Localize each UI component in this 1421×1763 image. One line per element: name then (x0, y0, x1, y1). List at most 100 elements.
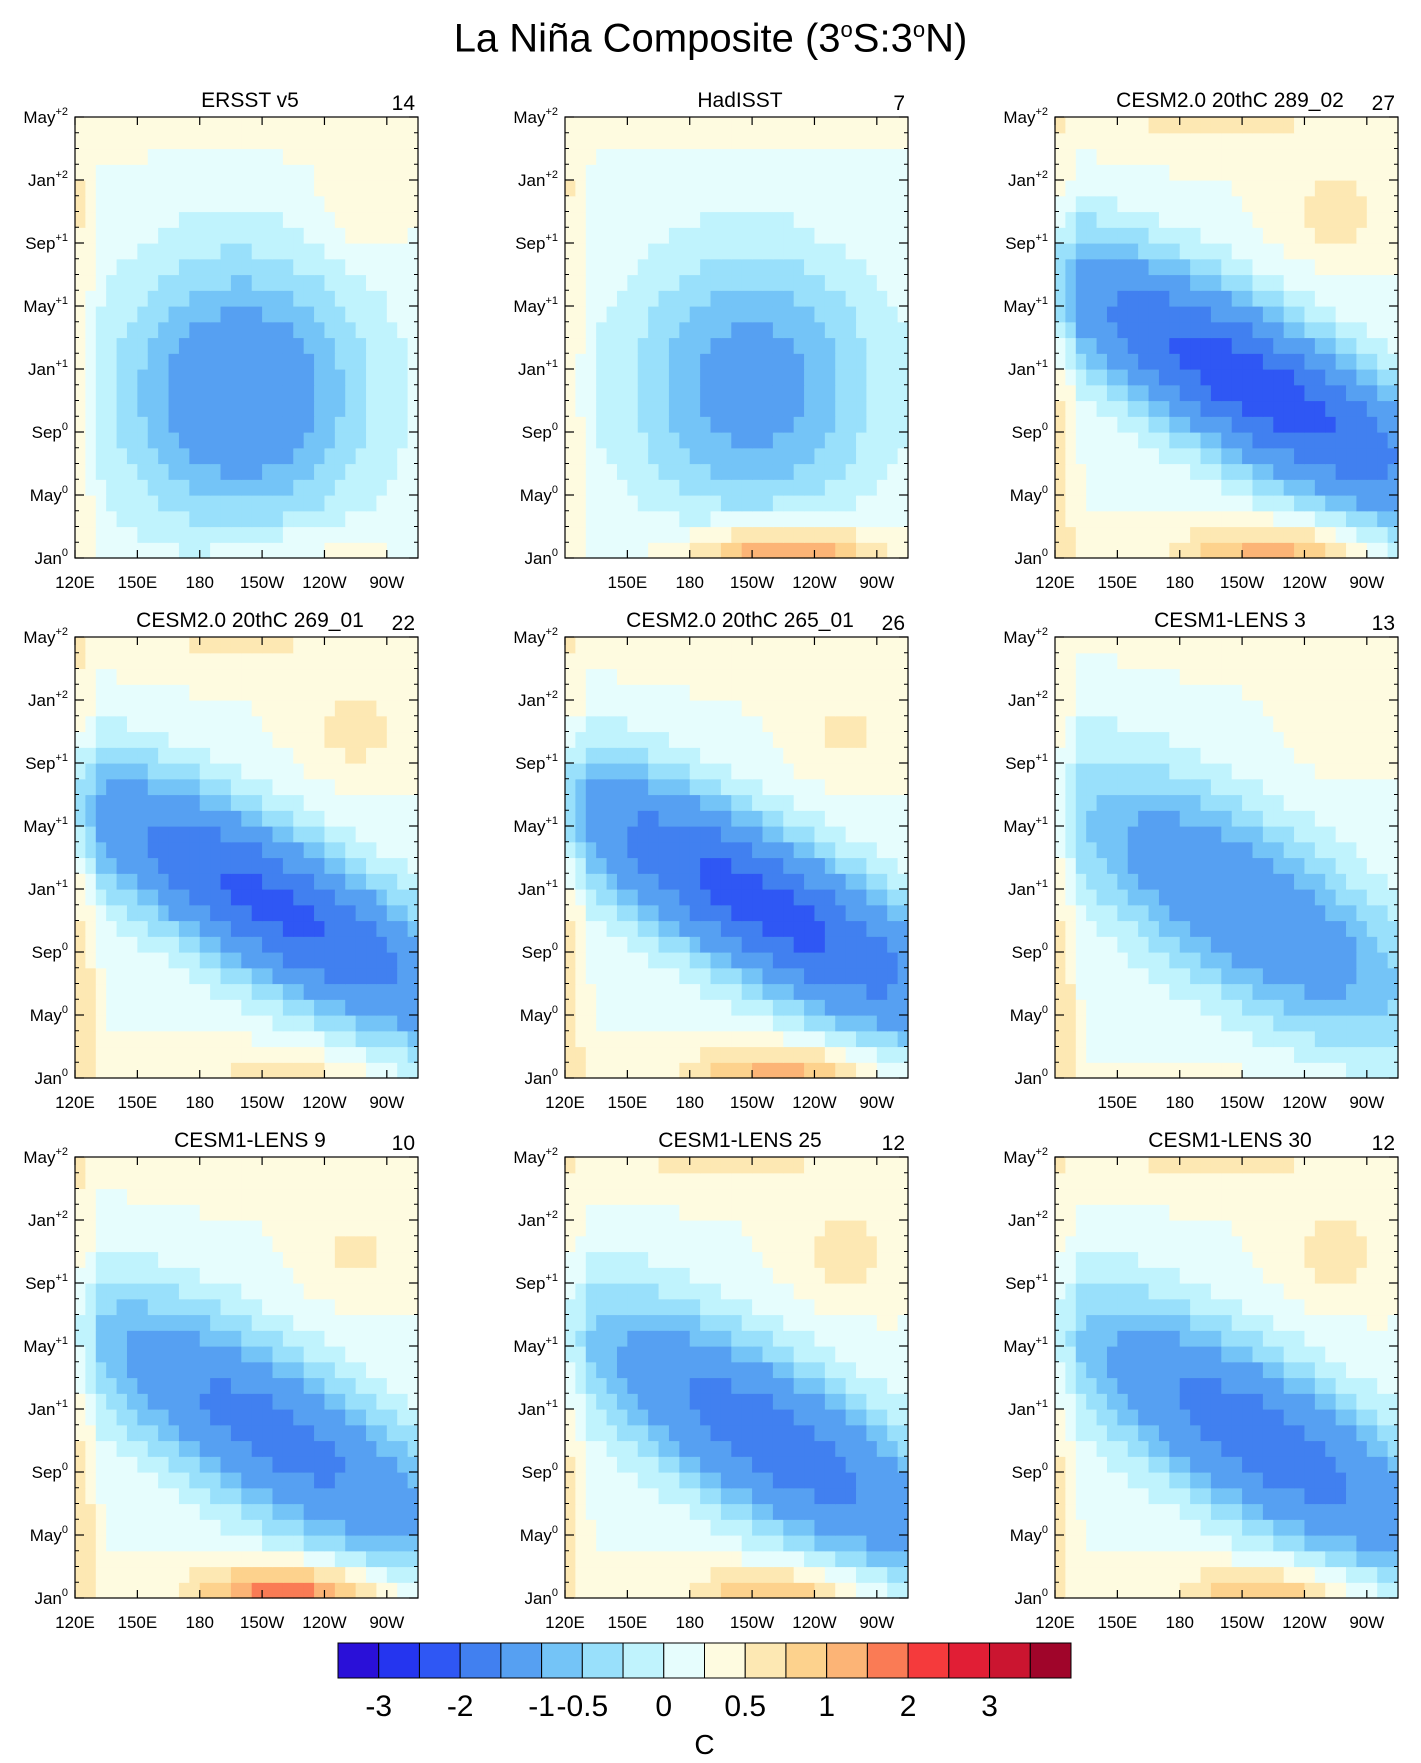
heatmap-cell (658, 841, 670, 859)
heatmap-cell (856, 1046, 868, 1063)
heatmap-cell (397, 794, 409, 811)
heatmap-cell (1106, 542, 1118, 559)
heatmap-cell (1158, 542, 1170, 559)
heatmap-cell (814, 321, 826, 339)
heatmap-cell (1387, 321, 1399, 339)
heatmap-cell (199, 778, 211, 796)
heatmap-cell (1242, 274, 1254, 291)
heatmap-cell (814, 542, 826, 559)
heatmap-cell (762, 700, 774, 717)
heatmap-cell (178, 274, 190, 291)
heatmap-cell (876, 211, 888, 228)
heatmap-cell (824, 180, 836, 197)
heatmap-cell (1356, 384, 1368, 402)
heatmap-cell (824, 306, 836, 323)
heatmap-cell (1138, 148, 1150, 165)
heatmap-cell (397, 731, 409, 748)
heatmap-cell (1075, 227, 1087, 244)
heatmap-cell (116, 510, 128, 528)
heatmap-cell (1325, 384, 1337, 402)
heatmap-cell (230, 731, 242, 748)
heatmap-cell (575, 904, 587, 922)
heatmap-cell (1158, 243, 1170, 260)
heatmap-cell (126, 132, 138, 150)
heatmap-cell (856, 700, 868, 717)
heatmap-cell (241, 353, 253, 370)
heatmap-cell (251, 463, 263, 480)
heatmap-cell (1294, 416, 1306, 433)
heatmap-cell (251, 778, 263, 796)
heatmap-cell (251, 731, 263, 748)
heatmap-cell (887, 432, 899, 449)
heatmap-cell (334, 652, 346, 670)
heatmap-cell (85, 668, 97, 685)
heatmap-cell (220, 826, 232, 843)
heatmap-cell (1294, 148, 1306, 165)
heatmap-cell (210, 731, 222, 748)
heatmap-cell (407, 668, 419, 685)
heatmap-cell (804, 416, 816, 433)
heatmap-cell (616, 889, 628, 906)
heatmap-cell (814, 369, 826, 386)
heatmap-cell (1117, 180, 1129, 197)
heatmap-cell (158, 778, 170, 796)
heatmap-cell (126, 243, 138, 260)
heatmap-cell (1158, 416, 1170, 433)
heatmap-cell (658, 306, 670, 323)
heatmap-cell (668, 337, 680, 354)
heatmap-cell (116, 353, 128, 370)
heatmap-cell (637, 889, 649, 906)
heatmap-cell (1387, 526, 1399, 543)
heatmap-cell (648, 542, 660, 559)
heatmap-cell (752, 195, 764, 213)
heatmap-cell (1262, 211, 1274, 228)
heatmap-cell (866, 999, 878, 1016)
heatmap-cell (1304, 258, 1316, 276)
heatmap-cell (126, 164, 138, 181)
heatmap-cell (178, 889, 190, 906)
heatmap-cell (355, 810, 367, 827)
heatmap-cell (397, 195, 409, 213)
heatmap-cell (272, 841, 284, 859)
heatmap-cell (407, 542, 419, 559)
heatmap-cell (1262, 447, 1274, 465)
heatmap-cell (668, 999, 680, 1016)
heatmap-cell (783, 700, 795, 717)
heatmap-cell (876, 495, 888, 512)
heatmap-cell (262, 164, 274, 181)
heatmap-cell (793, 353, 805, 370)
x-tick-label: 180 (186, 1093, 214, 1112)
heatmap-cell (720, 684, 732, 701)
heatmap-cell (1138, 353, 1150, 370)
heatmap-cell (1096, 353, 1108, 370)
heatmap-cell (1200, 463, 1212, 480)
heatmap-cell (251, 668, 263, 685)
heatmap-cell (126, 920, 138, 937)
heatmap-cell (856, 952, 868, 969)
heatmap-cell (710, 164, 722, 181)
heatmap-cell (1200, 337, 1212, 354)
x-tick-label: 150E (118, 1093, 158, 1112)
heatmap-cell (85, 841, 97, 859)
heatmap-cell (731, 999, 743, 1016)
heatmap-cell (262, 1062, 274, 1079)
heatmap-cell (627, 274, 639, 291)
heatmap-cell (1366, 117, 1378, 134)
heatmap-cell (866, 337, 878, 354)
heatmap-cell (178, 384, 190, 402)
heatmap-cell (866, 967, 878, 985)
heatmap-cell (1273, 258, 1285, 276)
heatmap-cell (679, 857, 691, 874)
heatmap-cell (887, 526, 899, 543)
heatmap-cell (386, 668, 398, 685)
heatmap-cell (272, 763, 284, 780)
heatmap-cell (272, 731, 284, 748)
heatmap-cell (835, 369, 847, 386)
heatmap-cell (585, 904, 597, 922)
heatmap-cell (897, 1062, 909, 1079)
heatmap-cell (1325, 353, 1337, 370)
heatmap-cell (262, 857, 274, 874)
heatmap-cell (866, 495, 878, 512)
heatmap-cell (272, 936, 284, 953)
heatmap-cell (189, 841, 201, 859)
